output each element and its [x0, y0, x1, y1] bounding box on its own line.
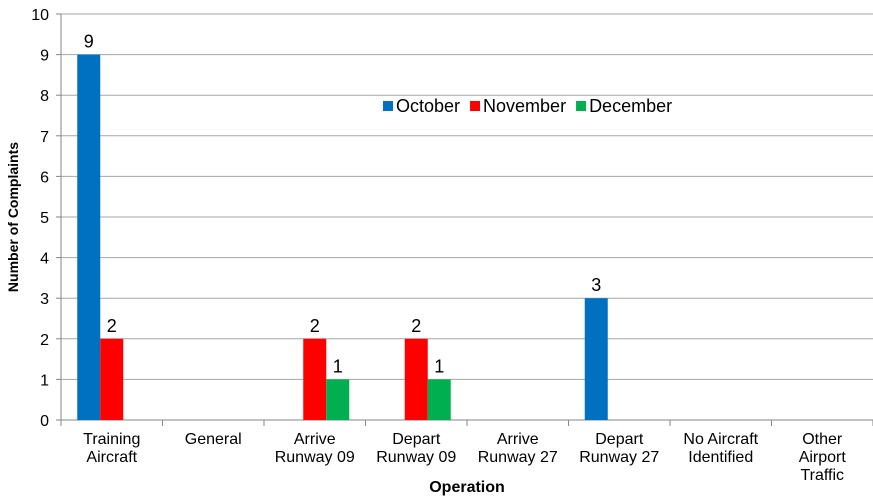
x-tick-label: No Aircraft Identified: [683, 431, 758, 466]
x-tick-label: Other Airport Traffic: [799, 431, 847, 484]
x-tick-label: General: [185, 431, 242, 448]
y-axis-label: Number of Complaints: [5, 142, 21, 292]
bar: [77, 54, 101, 420]
y-tick-label: 1: [40, 372, 49, 389]
x-tick-label: Arrive Runway 09: [275, 431, 355, 466]
legend-swatch: [383, 101, 393, 111]
x-tick-label: Depart Runway 09: [376, 431, 456, 466]
legend-swatch: [470, 101, 481, 111]
x-tick-label: Training Aircraft: [83, 431, 140, 466]
bar: [303, 338, 327, 420]
data-label: 2: [107, 316, 117, 336]
data-label: 2: [411, 316, 421, 336]
bar: [404, 338, 428, 420]
x-tick-label: Depart Runway 27: [579, 431, 659, 466]
y-tick-label: 7: [40, 129, 49, 146]
y-tick-label: 10: [31, 7, 49, 24]
y-tick-label: 4: [40, 251, 49, 268]
x-axis-label: Operation: [429, 479, 505, 496]
bar: [326, 379, 350, 420]
y-tick-label: 9: [40, 48, 49, 65]
data-label: 3: [591, 275, 601, 295]
bar: [584, 298, 608, 420]
legend-swatch: [576, 101, 587, 111]
bar: [100, 338, 124, 420]
y-tick-label: 6: [40, 169, 49, 186]
y-tick-label: 8: [40, 88, 49, 105]
bar: [427, 379, 451, 420]
data-label: 1: [434, 356, 444, 376]
legend-label: October: [396, 96, 460, 116]
y-tick-label: 5: [40, 210, 49, 227]
legend-label: December: [589, 96, 672, 116]
legend-label: November: [483, 96, 566, 116]
y-tick-label: 2: [40, 332, 49, 349]
y-tick-label: 3: [40, 291, 49, 308]
x-tick-label: Arrive Runway 27: [478, 431, 558, 466]
data-label: 2: [310, 316, 320, 336]
y-tick-label: 0: [40, 413, 49, 430]
data-label: 1: [333, 356, 343, 376]
data-label: 9: [84, 32, 94, 52]
